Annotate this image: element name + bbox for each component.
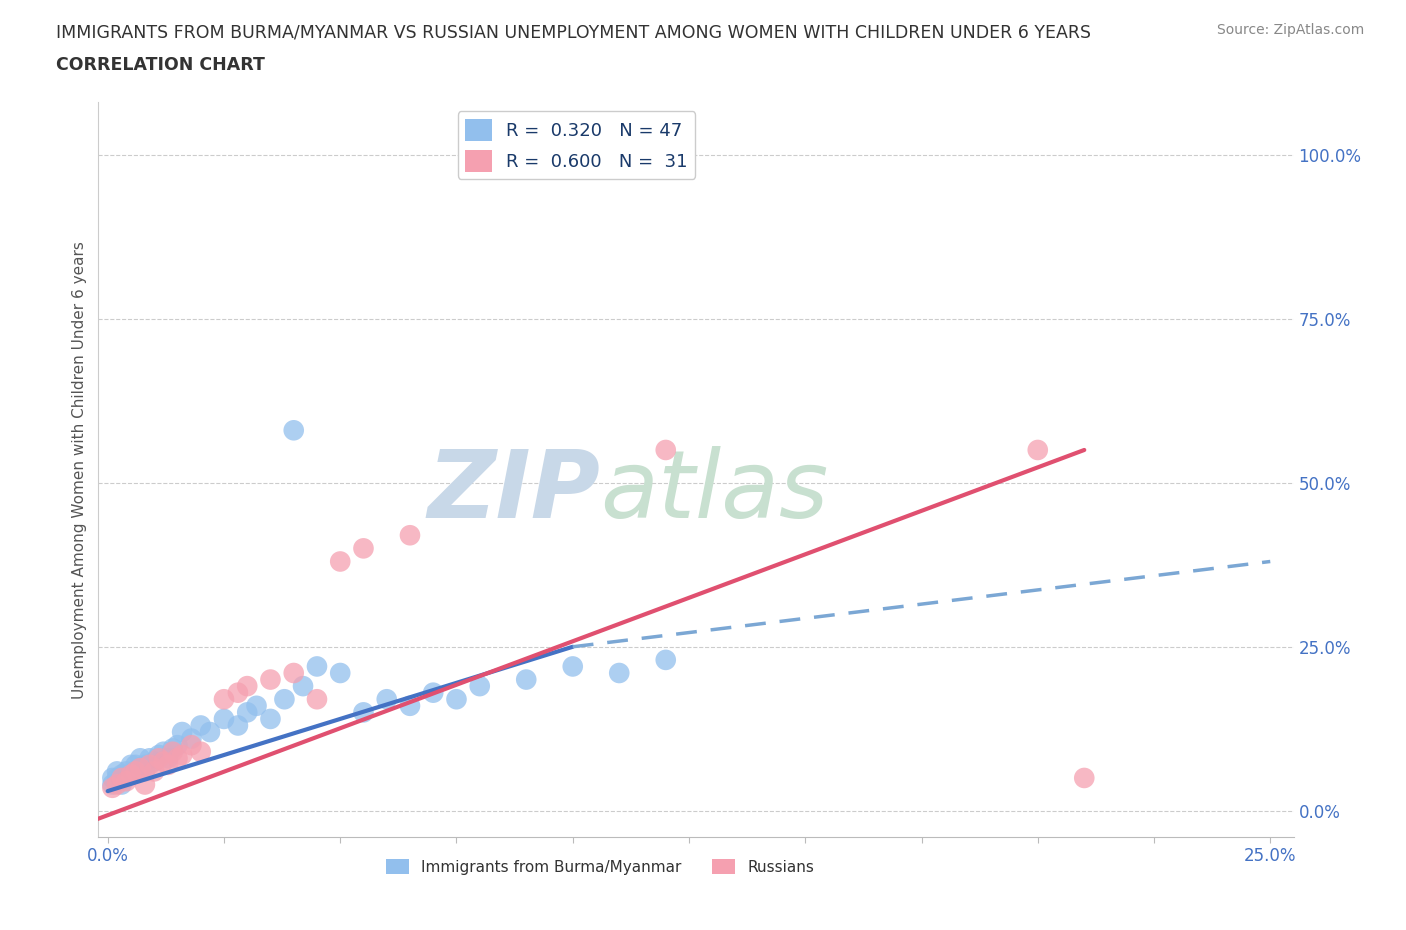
Point <box>101 771 124 786</box>
Point <box>212 692 235 707</box>
Point <box>655 653 678 668</box>
Point <box>152 754 174 769</box>
Point <box>245 698 267 713</box>
Point <box>111 771 134 786</box>
Point <box>198 724 221 739</box>
Point <box>115 774 138 789</box>
Legend: Immigrants from Burma/Myanmar, Russians: Immigrants from Burma/Myanmar, Russians <box>380 853 821 881</box>
Point <box>236 705 259 720</box>
Point <box>305 659 328 674</box>
Point <box>105 771 128 786</box>
Text: ZIP: ZIP <box>427 445 600 538</box>
Point <box>129 761 152 776</box>
Point <box>259 672 281 687</box>
Point <box>305 692 328 707</box>
Point <box>226 718 249 733</box>
Text: IMMIGRANTS FROM BURMA/MYANMAR VS RUSSIAN UNEMPLOYMENT AMONG WOMEN WITH CHILDREN : IMMIGRANTS FROM BURMA/MYANMAR VS RUSSIAN… <box>56 23 1091 41</box>
Point <box>399 698 422 713</box>
Point <box>399 528 422 543</box>
Point <box>111 777 134 792</box>
Point <box>353 541 375 556</box>
Point <box>468 147 491 162</box>
Point <box>468 679 491 694</box>
Point <box>162 741 184 756</box>
Point <box>166 751 188 765</box>
Point <box>561 659 583 674</box>
Point <box>143 754 166 769</box>
Y-axis label: Unemployment Among Women with Children Under 6 years: Unemployment Among Women with Children U… <box>72 241 87 698</box>
Point <box>236 679 259 694</box>
Point <box>375 692 398 707</box>
Point <box>446 692 468 707</box>
Point <box>134 777 156 792</box>
Point <box>226 685 249 700</box>
Point <box>129 761 152 776</box>
Point <box>292 679 315 694</box>
Point <box>120 757 142 772</box>
Point <box>515 672 537 687</box>
Point <box>283 423 305 438</box>
Point <box>1026 443 1049 458</box>
Point <box>422 685 444 700</box>
Text: Source: ZipAtlas.com: Source: ZipAtlas.com <box>1216 23 1364 37</box>
Point <box>655 443 678 458</box>
Point <box>283 666 305 681</box>
Point <box>138 751 160 765</box>
Point <box>166 737 188 752</box>
Point <box>101 777 124 792</box>
Point <box>124 764 146 778</box>
Point <box>115 764 138 778</box>
Point <box>115 771 138 786</box>
Point <box>148 748 170 763</box>
Point <box>124 757 146 772</box>
Point <box>124 764 146 778</box>
Point <box>120 767 142 782</box>
Point <box>101 780 124 795</box>
Point <box>138 757 160 772</box>
Point <box>134 764 156 778</box>
Point <box>190 744 212 759</box>
Point <box>111 767 134 782</box>
Point <box>212 711 235 726</box>
Point <box>134 757 156 772</box>
Point <box>172 724 194 739</box>
Point <box>152 744 174 759</box>
Point <box>148 751 170 765</box>
Point <box>162 744 184 759</box>
Point <box>329 666 352 681</box>
Point <box>180 731 202 746</box>
Point <box>157 751 180 765</box>
Point <box>143 764 166 778</box>
Point <box>329 554 352 569</box>
Point <box>172 748 194 763</box>
Point <box>273 692 295 707</box>
Point <box>157 757 180 772</box>
Point <box>190 718 212 733</box>
Point <box>180 737 202 752</box>
Text: CORRELATION CHART: CORRELATION CHART <box>56 56 266 73</box>
Point <box>105 777 128 792</box>
Point <box>120 767 142 782</box>
Text: atlas: atlas <box>600 446 828 538</box>
Point <box>607 666 630 681</box>
Point <box>105 764 128 778</box>
Point <box>1073 771 1095 786</box>
Point <box>129 751 152 765</box>
Point <box>259 711 281 726</box>
Point <box>353 705 375 720</box>
